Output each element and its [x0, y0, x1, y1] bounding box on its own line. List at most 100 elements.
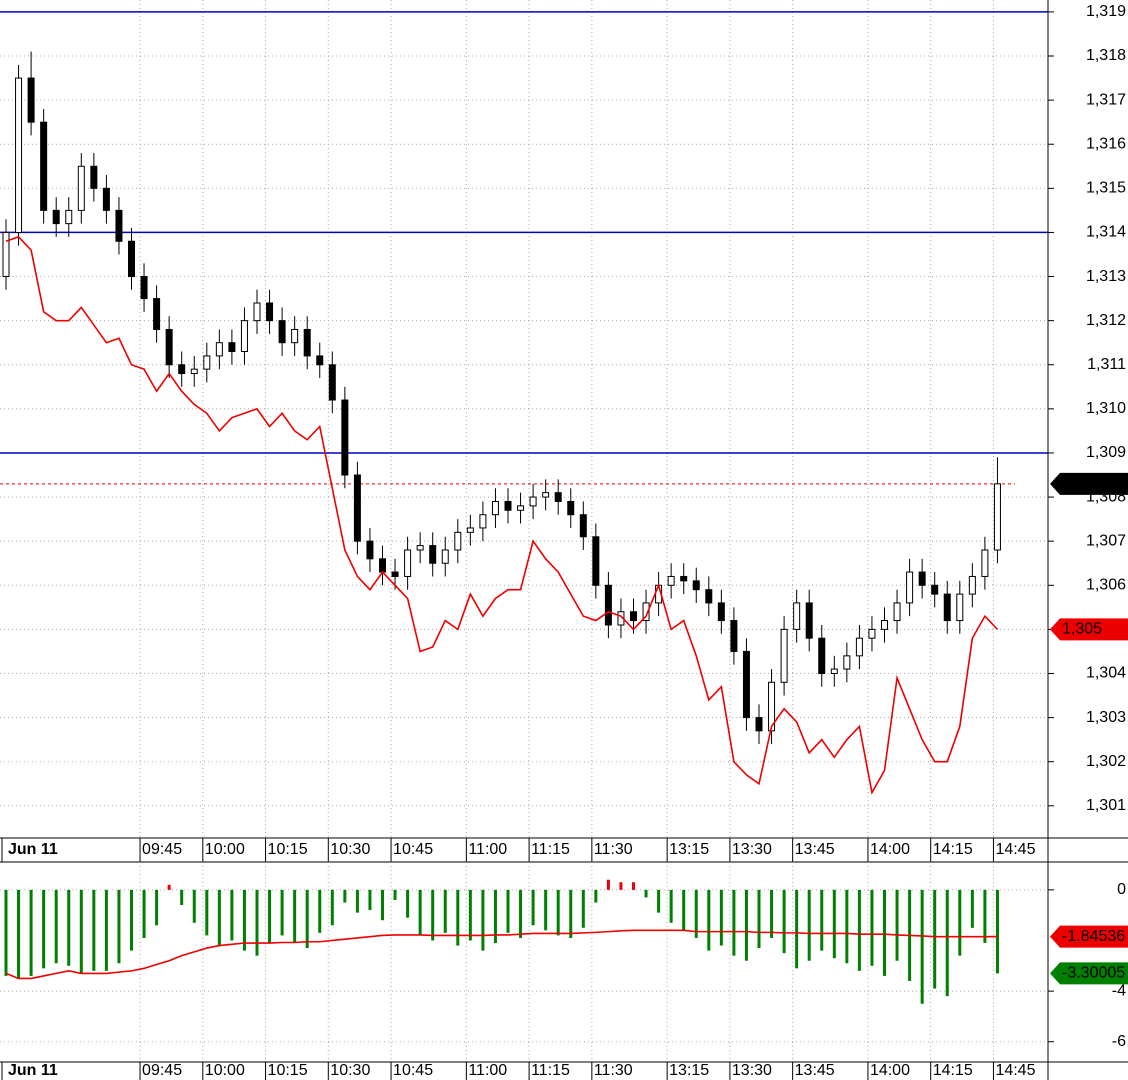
histogram-bar: [431, 889, 435, 941]
x-tick-label: 11:00: [468, 1062, 507, 1079]
histogram-bar: [104, 889, 108, 971]
histogram-bar: [67, 889, 71, 966]
candle-body: [931, 584, 939, 595]
y-tick-label: 1,316: [1086, 135, 1126, 152]
histogram-bar: [669, 889, 673, 923]
histogram-bar: [305, 889, 309, 949]
candle-body: [266, 302, 274, 322]
candle-body: [956, 593, 964, 622]
histogram-bar: [330, 889, 334, 926]
x-tick-label: 13:15: [669, 1062, 709, 1079]
candle-body: [517, 505, 525, 511]
histogram-bar: [293, 889, 297, 944]
candle-body: [818, 637, 826, 674]
candle-body: [2, 231, 10, 278]
candle-body: [504, 500, 512, 511]
histogram-bar: [544, 889, 548, 931]
price-tag: [1050, 472, 1128, 495]
candle-body: [366, 540, 374, 560]
x-tick-label: 09:45: [142, 841, 182, 858]
x-tick-label: 14:45: [995, 1062, 1035, 1079]
y-tick-label: 1,304: [1086, 665, 1126, 682]
histogram-bar: [694, 889, 698, 938]
histogram-bar: [531, 889, 535, 926]
y-tick-label: 1,302: [1086, 753, 1126, 770]
x-tick-label: 13:15: [669, 841, 709, 858]
histogram-bar: [795, 889, 799, 969]
histogram-bar: [682, 889, 686, 931]
candle-body: [303, 328, 311, 357]
histogram-bar: [569, 889, 573, 938]
histogram-bar: [167, 884, 171, 890]
price-tag-label: -1.84536: [1062, 928, 1125, 945]
y-tick-label: 1,310: [1086, 400, 1126, 417]
histogram-bar: [443, 889, 447, 933]
histogram-bar: [820, 889, 824, 951]
histogram-bar: [29, 889, 33, 976]
y-tick-label: 1,313: [1086, 268, 1126, 285]
histogram-bar: [945, 889, 949, 997]
x-tick-label: 11:15: [531, 841, 570, 858]
candle-body: [968, 575, 976, 595]
histogram-bar: [54, 889, 58, 964]
histogram-bar: [393, 889, 397, 900]
histogram-bar: [468, 889, 472, 941]
y-tick-label: 1,312: [1086, 312, 1126, 329]
histogram-bar: [920, 889, 924, 1004]
histogram-bar: [456, 889, 460, 946]
x-tick-label: 13:30: [732, 841, 772, 858]
candle-body: [943, 593, 951, 622]
candle-body: [429, 545, 437, 564]
x-tick-label: 10:00: [205, 1062, 245, 1079]
histogram-bar: [657, 889, 661, 913]
candle-body: [404, 549, 412, 577]
histogram-bar: [857, 889, 861, 971]
candle-body: [868, 628, 876, 639]
histogram-bar: [581, 889, 585, 928]
candle-body: [328, 364, 336, 401]
histogram-bar: [757, 889, 761, 949]
candle-body: [755, 717, 763, 732]
histogram-bar: [255, 889, 259, 956]
y-tick-label: 1,315: [1086, 180, 1126, 197]
x-tick-label: 11:30: [594, 841, 633, 858]
y-tick-label: 1,318: [1086, 47, 1126, 64]
histogram-bar: [845, 889, 849, 964]
x-tick-label: 10:00: [205, 841, 245, 858]
x-tick-label: 10:30: [330, 1062, 370, 1079]
histogram-bar: [205, 889, 209, 936]
histogram-bar: [895, 889, 899, 961]
histogram-bar: [92, 889, 96, 971]
y-tick-label: 0: [1117, 881, 1126, 898]
histogram-bar: [217, 889, 221, 946]
candle-body: [567, 500, 575, 516]
candle-body: [253, 302, 261, 322]
candle-body: [742, 650, 750, 719]
candle-body: [542, 492, 550, 498]
candle-body: [341, 399, 349, 476]
histogram-bar: [343, 889, 347, 903]
candle-body: [579, 514, 587, 538]
histogram-bar: [506, 889, 510, 933]
x-tick-label: 11:30: [594, 1062, 633, 1079]
candle-body: [441, 549, 449, 564]
histogram-bar: [933, 889, 937, 989]
histogram-bar: [481, 889, 485, 951]
y-tick-label: 1,303: [1086, 709, 1126, 726]
histogram-bar: [242, 889, 246, 951]
price-tag: [1050, 925, 1128, 948]
candle-body: [416, 545, 424, 551]
histogram-bar: [155, 889, 159, 926]
histogram-bar: [493, 889, 497, 944]
histogram-bar: [280, 889, 284, 936]
candle-body: [830, 668, 838, 674]
candle-body: [240, 320, 248, 353]
histogram-bar: [958, 889, 962, 956]
y-tick-label: 1,309: [1086, 444, 1126, 461]
histogram-bar: [519, 889, 523, 938]
candle-body: [843, 655, 851, 670]
candle-body: [102, 187, 110, 211]
histogram-bar: [832, 889, 836, 959]
histogram-bar: [418, 889, 422, 936]
